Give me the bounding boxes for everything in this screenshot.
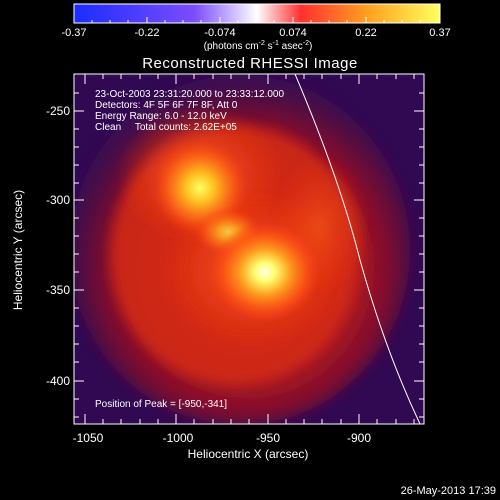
colorbar-tick-label: 0.37 (429, 27, 450, 39)
colorbar-tick-label: 0.074 (279, 27, 307, 39)
y-tick-label: -300 (46, 193, 70, 207)
colorbar-gradient (73, 3, 441, 24)
x-axis-ticks (84, 74, 415, 424)
y-tick-label: -250 (46, 104, 70, 118)
y-tick-label: -400 (46, 374, 70, 388)
solar-limb-line (294, 74, 421, 424)
rhessi-image (74, 74, 424, 424)
x-tick-label: -900 (347, 431, 371, 445)
info-detectors: Detectors: 4F 5F 6F 7F 8F, Att 0 (95, 100, 238, 111)
info-energy: Energy Range: 6.0 - 12.0 keV (95, 111, 227, 122)
colorbar-minor-ticks (73, 17, 441, 23)
x-tick-label: -950 (256, 431, 280, 445)
footer-timestamp: 26-May-2013 17:39 (401, 485, 496, 497)
x-tick-label: -1000 (163, 431, 194, 445)
info-clean: Clean Total counts: 2.62E+05 (95, 122, 237, 133)
x-tick-label: -1050 (73, 431, 104, 445)
x-axis-label: Heliocentric X (arcsec) (188, 447, 309, 461)
colorbar-tick-label: -0.22 (134, 27, 159, 39)
colorbar-tick-label: -0.074 (204, 27, 235, 39)
info-time: 23-Oct-2003 23:31:20.000 to 23:33:12.000 (95, 89, 284, 100)
colorbar-tick-label: 0.22 (355, 27, 376, 39)
y-axis-ticks (74, 92, 424, 418)
y-axis-label: Heliocentric Y (arcsec) (11, 190, 25, 310)
image-title: Reconstructed RHESSI Image (142, 55, 358, 72)
colorbar-units: (photons cm-2 s-1 asec-2) (204, 40, 313, 52)
y-tick-label: -350 (46, 283, 70, 297)
colorbar-tick-label: -0.37 (61, 27, 86, 39)
peak-position-label: Position of Peak = [-950,-341] (95, 399, 227, 410)
peak-source (210, 222, 320, 322)
observation-info: 23-Oct-2003 23:31:20.000 to 23:33:12.000… (95, 89, 284, 133)
colorbar: -0.37 -0.22 -0.074 0.074 0.22 0.37 (phot… (61, 3, 451, 52)
